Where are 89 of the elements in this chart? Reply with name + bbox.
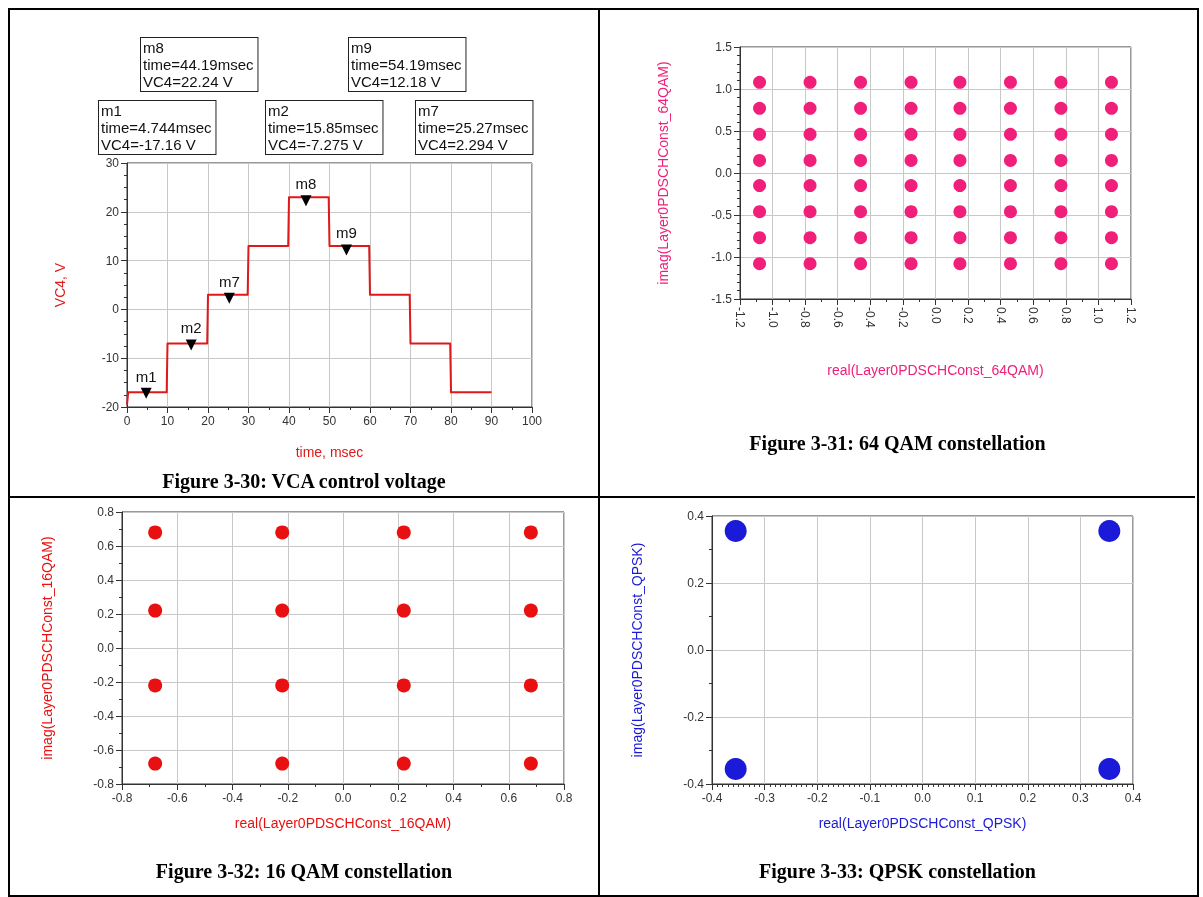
x-tick-label: -0.2 <box>895 307 910 328</box>
data-label: m8 <box>295 175 317 193</box>
x-tick-label: -0.4 <box>222 791 244 805</box>
y-tick-label: 1.0 <box>715 82 733 96</box>
y-tick-label: -0.2 <box>93 675 115 689</box>
x-tick-label: 0.6 <box>1026 307 1041 325</box>
x-tick-label: 0.0 <box>928 307 943 325</box>
data-label: m9 <box>336 224 357 242</box>
x-tick-label: 0.4 <box>1124 791 1142 805</box>
text: Figure 3-30: VCA control voltage <box>161 470 447 493</box>
x-tick-label: -0.4 <box>701 791 723 805</box>
y-tick-label: 30 <box>105 156 120 170</box>
x-tick-label: -0.8 <box>798 307 813 328</box>
text: Figure 3-31: 64 QAM constellation <box>748 432 1047 455</box>
x-tick-label: 0.8 <box>1058 307 1073 325</box>
y-tick-label: -0.4 <box>683 777 705 791</box>
x-tick-label: 70 <box>403 414 418 428</box>
y-tick-label: -10 <box>101 351 120 366</box>
data-label: m1 <box>135 367 157 385</box>
text: m1 time=4.744msec VC4=-17.16 V <box>101 102 212 153</box>
x-tick-label: 0.4 <box>445 791 463 805</box>
y-tick-label: 0.6 <box>97 539 115 553</box>
x-tick-label: 1.2 <box>1124 307 1138 325</box>
x-tick-label: 0.3 <box>1072 791 1090 805</box>
x-tick-label: 50 <box>322 414 337 428</box>
x-tick-label: -0.1 <box>859 791 881 805</box>
x-tick-label: 30 <box>241 414 256 428</box>
x-tick-label: -0.6 <box>166 791 188 805</box>
x-tick-label: 0.6 <box>500 791 518 805</box>
x-tick-label: 90 <box>484 414 499 428</box>
x-tick-label: -0.2 <box>277 791 299 805</box>
y-axis-title: imag(Layer0PDSCHConst_16QAM) <box>39 536 55 760</box>
y-tick-label: -0.5 <box>711 208 733 222</box>
x-tick-label: 10 <box>160 414 175 428</box>
text: m7 time=25.27msec VC4=2.294 V <box>418 102 529 153</box>
x-tick-label: 20 <box>201 414 215 428</box>
y-tick-label: 20 <box>105 204 120 219</box>
x-tick-label: 0.2 <box>389 791 407 805</box>
y-tick-label: 0.5 <box>715 124 733 138</box>
x-tick-label: -0.3 <box>754 791 776 805</box>
x-tick-label: 0.0 <box>334 791 352 805</box>
y-tick-label: -20 <box>101 400 120 414</box>
x-tick-label: 1.0 <box>1091 307 1106 325</box>
data-label: m7 <box>218 272 240 290</box>
x-tick-label: 80 <box>444 414 458 428</box>
text: m9 time=54.19msec VC4=12.18 V <box>351 39 462 90</box>
y-tick-label: 0.2 <box>97 607 115 621</box>
y-axis-title: imag(Layer0PDSCHConst_64QAM) <box>655 61 671 285</box>
text: m8 time=44.19msec VC4=22.24 V <box>143 39 254 90</box>
x-axis-title: real(Layer0PDSCHConst_QPSK) <box>818 815 1027 831</box>
y-tick-label: 0.4 <box>687 509 705 523</box>
y-tick-label: -0.8 <box>93 777 115 791</box>
y-tick-label: 10 <box>105 253 120 268</box>
x-tick-label: 0.0 <box>914 791 932 805</box>
y-tick-label: 0.0 <box>687 643 705 657</box>
x-tick-label: 0.2 <box>961 307 976 325</box>
text: m2 time=15.85msec VC4=-7.275 V <box>268 102 379 153</box>
x-tick-label: -1.2 <box>733 307 747 328</box>
x-tick-label: 60 <box>363 414 377 428</box>
y-tick-label: -0.2 <box>683 710 705 724</box>
y-tick-label: 1.5 <box>715 40 733 54</box>
y-axis-title: imag(Layer0PDSCHConst_QPSK) <box>629 542 645 758</box>
x-axis-title: real(Layer0PDSCHConst_64QAM) <box>827 362 1044 378</box>
y-tick-label: 0.0 <box>97 641 115 655</box>
y-tick-label: 0.4 <box>97 573 115 587</box>
x-tick-label: 0 <box>123 414 131 428</box>
x-tick-label: -1.0 <box>765 307 780 328</box>
x-axis-title: time, msec <box>295 444 364 460</box>
x-axis-title: real(Layer0PDSCHConst_16QAM) <box>234 815 452 831</box>
data-label: m2 <box>180 319 202 337</box>
y-tick-label: 0.2 <box>687 576 705 590</box>
y-tick-label: -0.4 <box>93 709 115 723</box>
x-tick-label: 0.1 <box>966 791 984 805</box>
x-tick-label: 0.4 <box>993 307 1008 325</box>
x-tick-label: 0.8 <box>555 791 573 805</box>
text: Figure 3-33: QPSK constellation <box>758 860 1037 883</box>
text: Figure 3-32: 16 QAM constellation <box>154 860 454 883</box>
x-tick-label: -0.2 <box>806 791 828 805</box>
x-tick-label: -0.6 <box>830 307 845 328</box>
y-tick-label: -1.5 <box>711 292 733 306</box>
y-tick-label: -0.6 <box>93 743 115 757</box>
y-tick-label: 0.0 <box>715 166 733 180</box>
x-tick-label: 0.2 <box>1019 791 1037 805</box>
x-tick-label: 100 <box>521 414 543 428</box>
y-tick-label: 0.8 <box>97 505 115 519</box>
y-tick-label: -1.0 <box>711 250 733 264</box>
x-tick-label: 40 <box>282 414 296 428</box>
x-tick-label: -0.4 <box>863 307 878 328</box>
y-axis-title: VC4, V <box>52 262 68 308</box>
